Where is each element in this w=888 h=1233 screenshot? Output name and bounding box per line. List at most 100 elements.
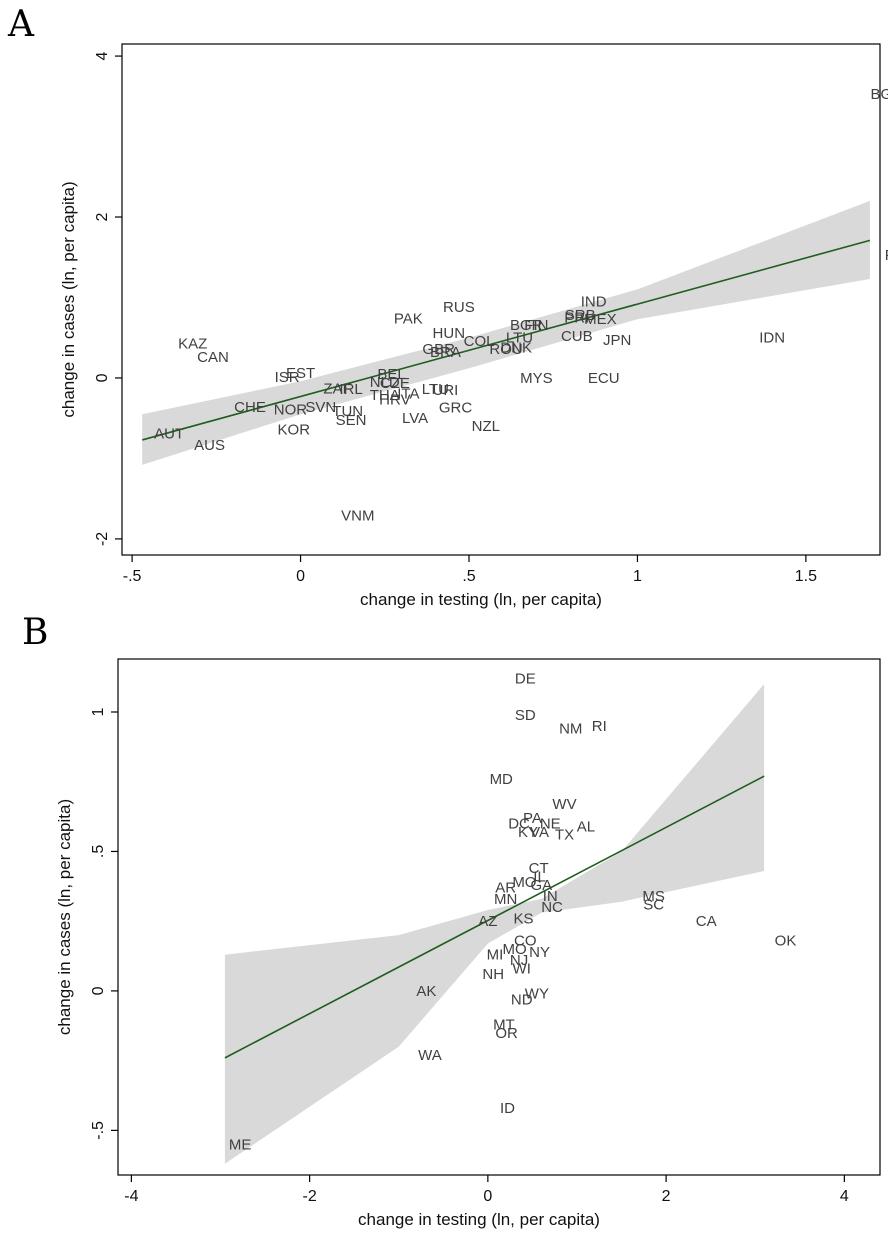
panel-a-point-label-ind: IND <box>581 294 607 311</box>
panel-a-point-label-tha: THA <box>370 387 400 404</box>
panel-b-point-label-sd: SD <box>515 707 536 724</box>
panel-a-point-label-nzl: NZL <box>472 418 500 435</box>
panel-a-point-label-jpn: JPN <box>603 332 631 349</box>
panel-b-point-label-id: ID <box>500 1100 515 1117</box>
panel-b-point-label-in: IN <box>543 888 558 905</box>
panel-a-confidence-band <box>142 200 870 465</box>
panel-b-x-tick-label: -4 <box>124 1188 138 1205</box>
panel-b-point-label-tx: TX <box>555 827 574 844</box>
panel-a-point-label-kor: KOR <box>278 421 311 438</box>
panel-b-point-label-or: OR <box>495 1025 518 1042</box>
panel-a-point-label-zaf: ZAF <box>323 380 351 397</box>
panel-b-point-label-co: CO <box>514 933 537 950</box>
panel-b-point-label-va: VA <box>530 824 549 841</box>
panel-a-point-label-aut: AUT <box>154 425 184 442</box>
panel-b-point-label-ar: AR <box>495 880 516 897</box>
panel-b-fit-line <box>224 775 765 1059</box>
panel-b-y-tick-label: .5 <box>90 845 107 858</box>
panel-a-point-label-svn: SVN <box>305 399 336 416</box>
panel-b-x-tick-label: -2 <box>302 1188 316 1205</box>
panel-b-point-label-mo: MO <box>503 941 527 958</box>
panel-b-y-tick-label: 0 <box>90 986 107 995</box>
panel-a-point-label-lva: LVA <box>402 410 428 427</box>
panel-b-point-label-dc: DC <box>508 816 530 833</box>
panel-b-point-label-wv: WV <box>552 796 576 813</box>
panel-a-point-label-uri: URI <box>432 382 458 399</box>
panel-a-point-label-fin: FIN <box>524 317 548 334</box>
panel-b-point-label-ky: KY <box>518 824 538 841</box>
panel-a-point-label-bra: BRA <box>430 344 461 361</box>
panel-a-y-tick-label: 4 <box>94 52 111 61</box>
panel-a-point-label-che: CHE <box>234 399 266 416</box>
panel-a-point-label-bel: BEL <box>377 366 405 383</box>
panel-a-point-label-cze: CZE <box>380 375 410 392</box>
panel-b-point-label-mo: MO <box>512 874 536 891</box>
panel-b-x-tick-label: 0 <box>483 1188 492 1205</box>
panel-a-point-label-mys: MYS <box>520 370 553 387</box>
panel-a-point-label-nld: NLD <box>370 374 400 391</box>
panel-b-point-label-nd: ND <box>511 991 533 1008</box>
panel-b-point-label-ny: NY <box>529 944 550 961</box>
panel-a-point-label-per: PER <box>885 247 888 264</box>
panel-a-point-label-pri: PRI <box>564 310 589 327</box>
panel-b-y-tick-label: 1 <box>90 707 107 716</box>
panel-a-point-label-bgd: BGD <box>870 86 888 103</box>
panel-a-point-label-grc: GRC <box>439 400 473 417</box>
panel-b-point-label-ne: NE <box>540 816 561 833</box>
panel-a-point-label-kaz: KAZ <box>178 335 207 352</box>
panel-b-point-label-me: ME <box>229 1136 252 1153</box>
panel-a-point-label-sen: SEN <box>336 412 367 429</box>
panel-a-x-tick-label: 1 <box>633 568 642 585</box>
panel-a-point-label-isr: ISR <box>275 369 300 386</box>
panel-a-point-label-can: CAN <box>197 349 229 366</box>
panel-a-point-label-hrv: HRV <box>379 392 410 409</box>
panel-b-point-label-wy: WY <box>525 986 549 1003</box>
panel-b-point-label-az: AZ <box>478 913 497 930</box>
panel-a-x-axis-title: change in testing (ln, per capita) <box>360 590 602 609</box>
panel-a-point-label-gbr: GBR <box>422 341 455 358</box>
panel-b-point-label-mn: MN <box>494 891 517 908</box>
panel-b-point-label-wi: WI <box>513 961 531 978</box>
panel-a-point-label-rou: ROU <box>489 341 522 358</box>
panel-b-point-label-ca: CA <box>696 913 717 930</box>
panel-b-confidence-band <box>224 684 765 1164</box>
panel-b-point-label-nm: NM <box>559 721 582 738</box>
panel-a-point-label-ecu: ECU <box>588 370 620 387</box>
panel-a-point-label-tun: TUN <box>332 403 363 420</box>
panel-a-point-label-aus: AUS <box>194 437 225 454</box>
panel-b-point-label-mt: MT <box>493 1016 515 1033</box>
panel-a-plot-frame <box>121 43 881 556</box>
panel-a-point-label-bgr: BGR <box>510 317 543 334</box>
panel-a-point-label-dnk: DNK <box>500 339 532 356</box>
panel-a-point-label-ita: ITA <box>397 385 419 402</box>
panel-b-point-label-ga: GA <box>530 877 552 894</box>
panel-b-letter: B <box>22 612 49 653</box>
panel-a-point-label-cub: CUB <box>561 328 593 345</box>
panel-b-x-tick-label: 2 <box>662 1188 671 1205</box>
panel-b-point-label-md: MD <box>490 771 513 788</box>
panel-b-point-label-pa: PA <box>523 810 542 827</box>
panel-a-point-label-rus: RUS <box>443 299 475 316</box>
panel-a-point-label-ltu: LTU <box>506 330 533 347</box>
panel-a-y-tick-label: -2 <box>94 532 111 546</box>
panel-b-point-label-nc: NC <box>541 899 563 916</box>
panel-b-point-label-ct: CT <box>529 860 549 877</box>
panel-b-point-label-sc: SC <box>643 896 664 913</box>
panel-b-point-label-de: DE <box>515 671 536 688</box>
panel-a-x-tick-label: -.5 <box>123 568 142 585</box>
panel-b-y-axis-title: change in cases (ln, per capita) <box>55 799 74 1035</box>
panel-a-fit-line <box>142 239 871 441</box>
panel-b-point-label-ks: KS <box>514 910 534 927</box>
panel-a-x-tick-label: 1.5 <box>795 568 817 585</box>
panel-a-y-tick-label: 0 <box>94 373 111 382</box>
panel-a-point-label-ltu: LTU <box>422 381 449 398</box>
panel-b-point-label-al: AL <box>577 818 595 835</box>
panel-b-y-tick-label: -.5 <box>90 1121 107 1140</box>
panel-b-point-label-nh: NH <box>482 966 504 983</box>
panel-b-point-label-ak: AK <box>416 983 436 1000</box>
panel-a-y-tick-label: 2 <box>94 212 111 221</box>
panel-a-point-label-irl: IRL <box>339 381 362 398</box>
panel-b-point-label-ok: OK <box>775 933 797 950</box>
